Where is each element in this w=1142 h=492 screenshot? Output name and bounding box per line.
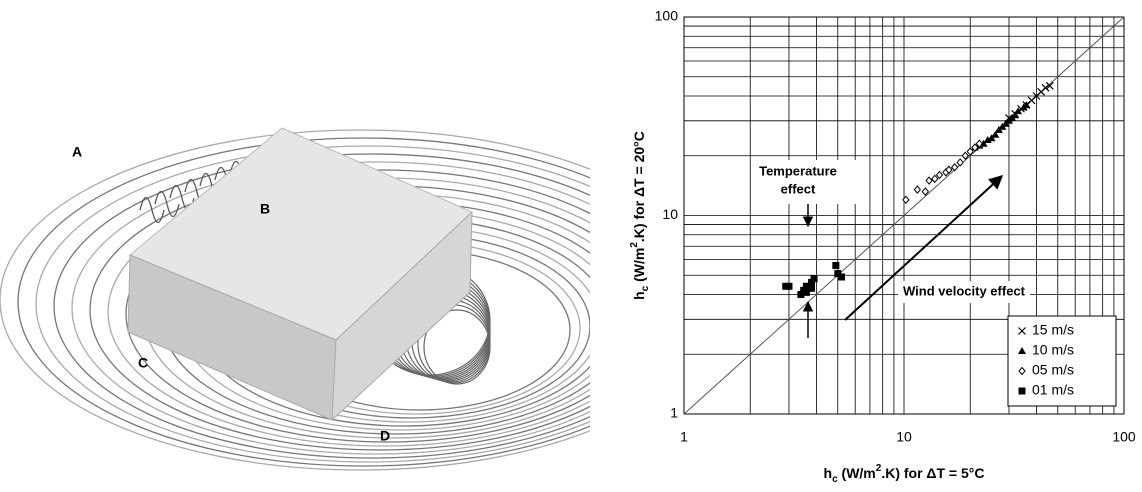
point: [931, 174, 939, 184]
building-block: [127, 127, 473, 422]
point: [921, 187, 929, 196]
legend-label: 01 m/s: [1032, 382, 1074, 398]
point: [956, 158, 964, 167]
point: [966, 147, 974, 156]
axis-title-part: c: [640, 285, 651, 291]
legend-marker: [1018, 387, 1026, 395]
point: [902, 195, 910, 205]
point: [945, 165, 953, 175]
region-label: B: [260, 201, 270, 217]
x-tick-label: 1: [680, 429, 688, 445]
legend-marker: [1018, 347, 1026, 354]
point: [1041, 83, 1050, 92]
axis-title-part: (W/m: [838, 465, 876, 481]
point: [961, 151, 969, 161]
y-tick-label: 10: [662, 206, 678, 222]
point: [951, 162, 959, 172]
point: [802, 282, 810, 290]
legend-marker: [1018, 327, 1026, 335]
point: [925, 176, 933, 185]
point: [1011, 111, 1020, 119]
point: [832, 261, 840, 269]
streamline: [71, 161, 590, 455]
annotation-bg: [760, 160, 856, 204]
point: [808, 284, 816, 292]
axis-title-part: .K) for ΔT = 20°C: [631, 131, 647, 242]
streamline: [89, 169, 590, 451]
point: [808, 278, 816, 286]
streamline: [139, 196, 165, 224]
streamline: [423, 309, 491, 385]
point: [1045, 81, 1054, 90]
arrow: [844, 175, 1004, 321]
x-tick-label: 100: [1112, 429, 1136, 445]
annotation: Wind velocity effect: [903, 283, 1026, 298]
streamline: [17, 137, 590, 467]
legend-label: 15 m/s: [1032, 322, 1074, 338]
point: [785, 282, 793, 290]
point: [810, 275, 818, 283]
point: [935, 170, 944, 180]
axis-title-part: .K) for ΔT = 5°C: [881, 465, 984, 481]
point: [838, 273, 846, 281]
legend-marker: [1018, 366, 1026, 376]
annotation-bg: [898, 281, 1030, 303]
streamline: [53, 153, 590, 459]
point: [971, 143, 979, 152]
point: [834, 270, 842, 278]
legend: 15 m/s 10 m/s 05 m/s 01 m/s: [1007, 315, 1117, 407]
region-label: A: [72, 144, 82, 160]
axis-title-part: 2: [629, 242, 640, 248]
point: [983, 136, 992, 144]
legend-box: [1007, 315, 1117, 407]
streamline: [0, 129, 590, 471]
streamline: [35, 145, 590, 463]
point: [797, 290, 805, 298]
point: [991, 130, 1000, 138]
axis-title-part: 2: [876, 463, 882, 474]
region-label: C: [138, 355, 148, 371]
y-tick-label: 100: [655, 8, 679, 24]
point: [913, 185, 922, 194]
axis-title-part: h: [824, 465, 833, 481]
axis-title-part: c: [832, 474, 838, 485]
reference-line: [683, 16, 1125, 415]
axis-title-part: h: [631, 291, 647, 300]
annotation: Temperature: [759, 163, 837, 178]
point: [802, 288, 810, 296]
axis-title: hc (W/m2.K) for ΔT = 20°C: [629, 131, 651, 300]
point: [1022, 101, 1031, 109]
streamline: [154, 190, 180, 218]
axis-title-part: (W/m: [631, 248, 647, 286]
region-label: D: [380, 428, 390, 444]
point: [1014, 107, 1023, 115]
point: [975, 139, 983, 148]
legend-label: 05 m/s: [1032, 362, 1074, 378]
x-tick-label: 10: [896, 429, 912, 445]
axis-title: hc (W/m2.K) for ΔT = 5°C: [824, 463, 985, 485]
annotation: effect: [781, 181, 816, 196]
y-tick-label: 1: [670, 405, 678, 421]
legend-label: 10 m/s: [1032, 342, 1074, 358]
